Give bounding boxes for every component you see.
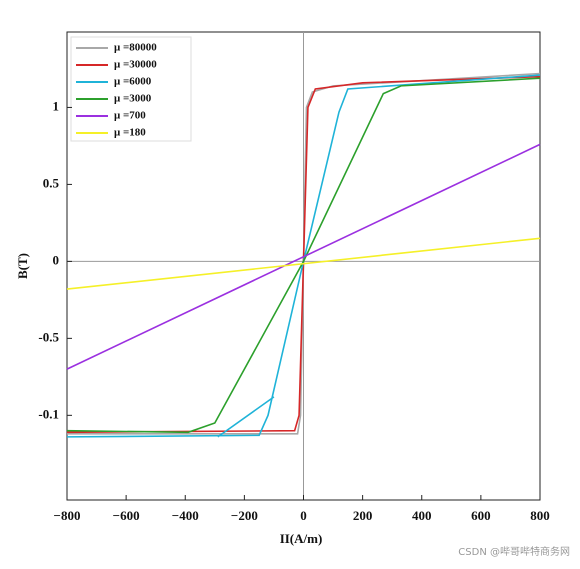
legend-label: μ =30000 [114,59,157,71]
x-axis-label: II(A/m) [280,531,323,546]
legend-label: μ =180 [114,127,146,139]
series-line [66,75,541,434]
x-tick-label: 200 [353,508,373,523]
y-axis-label: B(T) [15,253,30,279]
y-tick-label: 0 [53,252,60,267]
legend-label: μ =6000 [114,76,152,88]
legend-label: μ =80000 [114,42,157,54]
series-line [66,143,541,370]
y-tick-label: 0.5 [43,175,60,190]
x-tick-label: 400 [412,508,432,523]
watermark: CSDN @哔哥哔特商务网 [458,545,570,558]
x-tick-label: 0 [300,508,307,523]
x-tick-label: −600 [113,508,140,523]
x-tick-label: 800 [530,508,550,523]
legend-box [70,36,192,142]
legend-label: μ =700 [114,110,146,122]
x-tick-label: −200 [231,508,258,523]
legend-label: μ =3000 [114,93,152,105]
y-tick-label: -0.1 [38,406,59,421]
x-tick-label: 600 [471,508,491,523]
y-tick-label: 1 [53,98,60,113]
x-tick-label: −400 [172,508,199,523]
series-line [66,237,541,290]
series-line [66,77,541,434]
x-tick-label: −800 [54,508,81,523]
y-tick-label: -0.5 [38,329,59,344]
